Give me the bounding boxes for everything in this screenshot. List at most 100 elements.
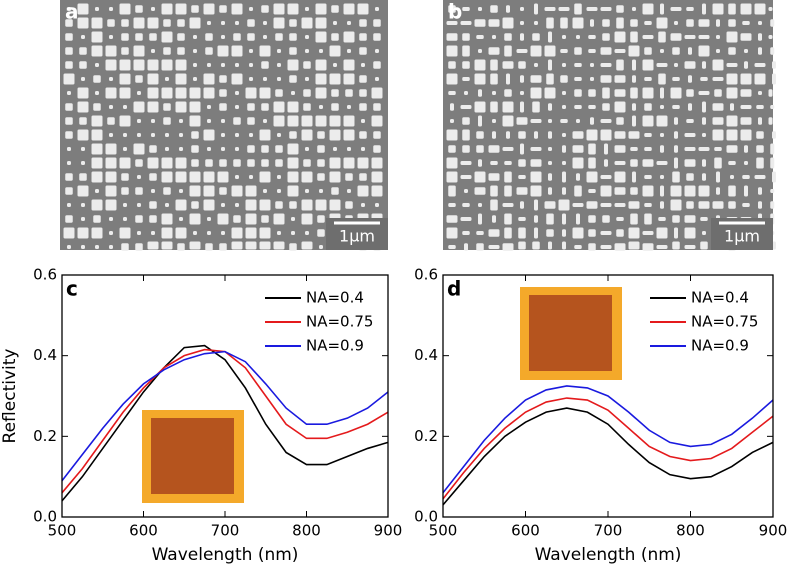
sem-particle xyxy=(740,73,752,85)
sem-particle xyxy=(347,49,351,53)
sem-particle xyxy=(660,105,664,109)
sem-particle xyxy=(235,203,239,207)
sem-particle xyxy=(742,175,750,179)
sem-particle xyxy=(371,157,383,169)
sem-particle xyxy=(674,63,678,67)
sem-particle xyxy=(590,19,594,27)
sem-particle xyxy=(95,245,99,249)
sem-particle xyxy=(135,33,143,41)
sem-particle xyxy=(684,133,696,137)
sem-particle xyxy=(562,35,566,39)
sem-particle xyxy=(644,47,652,55)
sem-particle xyxy=(305,7,309,11)
sem-particle xyxy=(231,45,243,57)
sem-particle xyxy=(520,75,524,83)
sem-particle xyxy=(137,91,141,95)
sem-particle xyxy=(235,105,239,109)
sem-particle xyxy=(686,19,694,27)
sem-particle xyxy=(191,201,199,209)
sem-particle xyxy=(450,119,454,123)
sem-particle xyxy=(506,131,510,139)
sem-particle xyxy=(520,201,524,209)
sem-particle xyxy=(287,171,299,183)
sem-particle xyxy=(247,159,255,167)
sem-particle xyxy=(716,187,720,195)
sem-particle xyxy=(642,59,654,71)
sem-particle xyxy=(768,7,773,11)
sem-particle xyxy=(656,115,668,127)
sem-particle xyxy=(147,157,159,169)
sem-particle xyxy=(590,117,594,125)
sem-particle xyxy=(544,45,556,57)
sem-particle xyxy=(361,203,365,207)
sem-particle xyxy=(572,227,584,239)
sem-particle xyxy=(135,243,143,251)
sem-particle xyxy=(119,73,131,85)
sem-particle xyxy=(109,35,113,39)
sem-particle xyxy=(462,45,470,57)
sem-particle xyxy=(121,187,129,195)
sem-particle xyxy=(614,31,626,43)
sem-particle xyxy=(149,173,157,181)
sem-particle xyxy=(446,129,458,141)
sem-particle xyxy=(163,117,171,125)
panel-label: d xyxy=(447,277,461,301)
sem-particle xyxy=(644,133,652,137)
sem-particle xyxy=(331,89,339,97)
sem-particle xyxy=(642,159,654,167)
sem-particle xyxy=(219,5,227,13)
sem-particle xyxy=(758,47,762,55)
sem-particle xyxy=(275,145,283,153)
sem-particle xyxy=(574,89,582,97)
sem-particle xyxy=(726,145,738,153)
sem-particle xyxy=(249,63,253,67)
sem-particle xyxy=(119,115,131,127)
sem-particle xyxy=(546,73,554,85)
sem-particle xyxy=(488,145,500,153)
sem-particle xyxy=(688,47,692,55)
sem-particle xyxy=(189,241,201,250)
sem-particle xyxy=(712,59,724,71)
sem-particle xyxy=(63,73,75,85)
sem-particle xyxy=(287,3,299,15)
sem-particle xyxy=(189,185,201,197)
sem-particle xyxy=(261,61,269,69)
sem-particle xyxy=(462,145,470,153)
sem-particle xyxy=(674,145,678,153)
sem-particle xyxy=(614,161,626,165)
sem-particle xyxy=(588,215,596,223)
sem-particle xyxy=(161,213,173,225)
sem-particle xyxy=(219,89,227,97)
y-axis-label: Reflectivity xyxy=(0,349,20,444)
sem-particle xyxy=(614,101,626,113)
sem-particle xyxy=(247,19,255,27)
sem-particle xyxy=(149,201,157,209)
sem-particle xyxy=(518,131,526,139)
sem-particle xyxy=(586,129,598,141)
sem-particle xyxy=(67,245,71,249)
sem-particle xyxy=(586,171,598,183)
sem-particle xyxy=(175,87,187,99)
sem-particle xyxy=(684,159,696,167)
sem-particle xyxy=(474,187,486,195)
sem-particle xyxy=(660,87,664,99)
data-line xyxy=(61,344,389,502)
sem-particle xyxy=(464,189,468,193)
sem-particle xyxy=(65,47,73,55)
sem-particle xyxy=(770,157,775,169)
sem-particle xyxy=(600,185,612,197)
sem-particle xyxy=(588,229,596,237)
sem-particle xyxy=(518,227,526,239)
sem-particle xyxy=(189,87,201,99)
sem-particle xyxy=(698,19,710,27)
sem-particle xyxy=(373,19,381,27)
sem-particle xyxy=(207,231,211,235)
sem-particle xyxy=(319,245,323,249)
sem-particle xyxy=(446,215,458,223)
sem-particle xyxy=(65,61,73,69)
sem-particle xyxy=(602,103,610,111)
sem-particle xyxy=(614,75,626,83)
sem-particle xyxy=(476,131,484,139)
sem-particle xyxy=(628,241,640,250)
sem-particle xyxy=(79,47,87,55)
